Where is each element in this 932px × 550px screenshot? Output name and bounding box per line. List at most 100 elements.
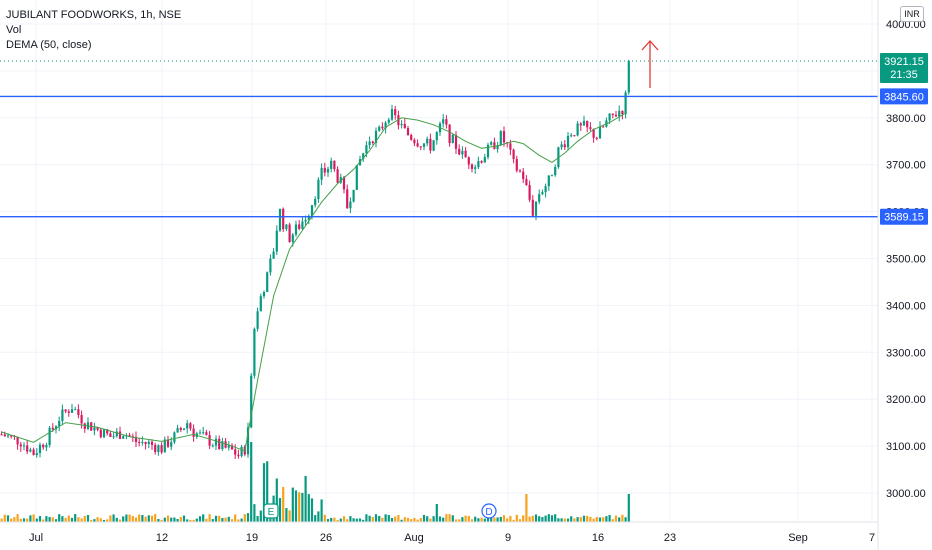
volume-bar (83, 515, 86, 522)
volume-bar (99, 518, 102, 522)
candle-body (381, 126, 384, 129)
volume-bar (416, 519, 419, 522)
candle-body (106, 429, 109, 434)
candle-body (451, 134, 454, 144)
volume-bar (307, 494, 310, 522)
volume-bar (317, 511, 320, 522)
candle-body (355, 165, 358, 190)
volume-bar (426, 516, 429, 522)
volume-bar (205, 518, 208, 522)
volume-bar (176, 519, 179, 522)
volume-bar (378, 515, 381, 522)
currency-button[interactable]: INR (900, 6, 924, 22)
candle-body (80, 415, 83, 424)
volume-bar (131, 515, 134, 522)
volume-bar (282, 486, 285, 522)
volume-bar (288, 510, 291, 522)
candle-body (483, 157, 486, 163)
candle-body (182, 428, 186, 430)
volume-bar (128, 514, 131, 522)
volume-bar (557, 518, 560, 522)
volume-bar (509, 515, 512, 522)
candle-body (522, 171, 525, 180)
volume-bar (51, 517, 54, 522)
x-tick-label: Jul (29, 532, 43, 544)
candle-body (202, 432, 205, 434)
volume-bar (333, 517, 336, 522)
volume-bar (493, 517, 496, 522)
volume-bar (454, 519, 458, 522)
candle-body (317, 179, 320, 200)
volume-bar (154, 514, 157, 522)
candle-body (461, 150, 464, 155)
candle-body (371, 141, 374, 143)
candle-body (486, 144, 490, 158)
candle-body (528, 185, 531, 200)
earnings-marker[interactable] (263, 503, 279, 519)
candle-body (208, 435, 211, 446)
candle-body (419, 146, 422, 148)
volume-bar (528, 516, 531, 522)
candle-body (618, 110, 621, 117)
candle-body (218, 438, 221, 450)
volume-bar (579, 517, 582, 522)
candle-body (342, 177, 346, 190)
candle-body (403, 123, 406, 129)
time-axis[interactable]: Jul 12 19 26 Aug 9 16 23 Sep 7 (29, 532, 875, 544)
candle-body (339, 177, 342, 183)
volume-bar (403, 517, 406, 522)
candle-body (278, 208, 282, 231)
level-price-badge (880, 208, 928, 225)
volume-bar (211, 519, 214, 522)
volume-bar (246, 513, 250, 522)
symbol-title[interactable]: JUBILANT FOODWORKS, 1h, NSE (6, 9, 182, 21)
candle-body (45, 445, 48, 448)
candle-body (134, 436, 138, 442)
candle-body (224, 441, 227, 448)
candle-body (93, 427, 96, 431)
horizontal-levels[interactable] (0, 60, 878, 218)
candle-body (211, 445, 214, 447)
volume-bar (512, 519, 515, 522)
x-tick-label: 19 (246, 532, 258, 544)
volume-indicator-label[interactable]: Vol (6, 24, 22, 36)
event-marker-label: E (268, 507, 275, 518)
candle-body (566, 135, 570, 148)
volume-bar (560, 518, 563, 522)
volume-bar (618, 517, 621, 522)
candle-body (19, 444, 22, 447)
x-tick-label: 12 (156, 532, 168, 544)
candle-body (32, 449, 35, 456)
volume-bar (61, 516, 64, 522)
candle-body (429, 138, 432, 151)
volume-bar (438, 516, 442, 522)
volume-bar (250, 442, 253, 522)
volume-bar (320, 499, 323, 522)
candle-body (515, 159, 518, 171)
dividend-marker[interactable] (481, 503, 497, 519)
candle-body (291, 234, 294, 243)
volume-bar (186, 519, 189, 522)
candle-body (573, 135, 576, 137)
candle-body (400, 123, 403, 126)
candle-body (512, 149, 515, 160)
volume-bar (230, 519, 234, 522)
volume-bar (611, 519, 614, 522)
volume-bar (138, 514, 141, 522)
candle-body (266, 272, 269, 293)
x-tick-label: 7 (869, 532, 875, 544)
candle-body (368, 141, 371, 146)
dema-indicator-label[interactable]: DEMA (50, close) (6, 39, 92, 51)
candle-body (205, 432, 208, 436)
candle-body (179, 428, 182, 430)
level-price-label: 3589.15 (884, 212, 924, 224)
volume-bar (42, 519, 45, 522)
candle-body (74, 409, 77, 411)
volume-bar (339, 518, 342, 522)
volume-bar (224, 517, 227, 522)
volume-bar (80, 518, 83, 522)
candle-body (6, 435, 10, 437)
candle-body (458, 148, 461, 155)
